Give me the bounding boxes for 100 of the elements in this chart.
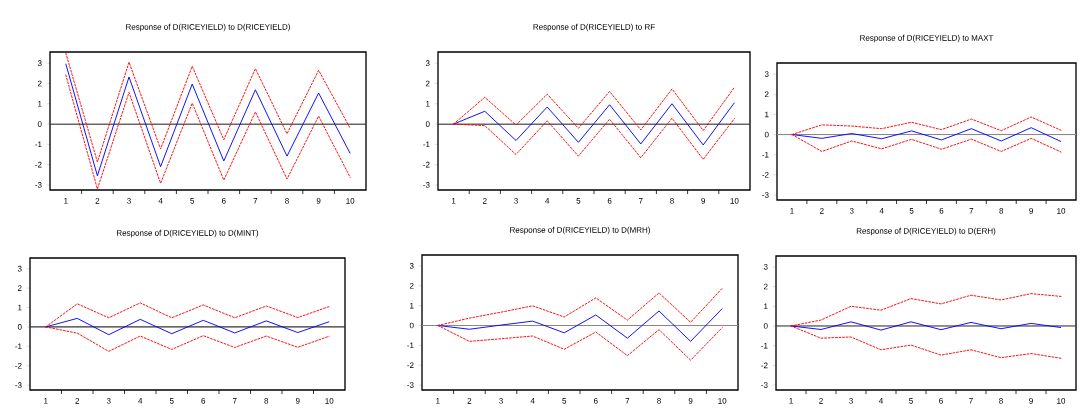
- chart-title: Response of D(RICEYIELD) to RF: [533, 23, 655, 32]
- x-tick-label: 1: [790, 208, 794, 214]
- x-tick-label: 8: [670, 198, 674, 204]
- y-tick-label: -3: [762, 192, 769, 198]
- y-tick-label: -1: [407, 342, 414, 349]
- x-tick-label: 5: [169, 398, 174, 404]
- y-tick-label: 2: [17, 285, 22, 291]
- y-tick-label: 3: [763, 264, 768, 270]
- x-tick-label: 2: [819, 398, 823, 404]
- x-tick-label: 10: [718, 398, 727, 404]
- x-tick-label: 10: [325, 398, 334, 404]
- y-tick-label: 0: [17, 324, 22, 330]
- y-tick-label: 0: [37, 121, 42, 127]
- x-tick-label: 8: [999, 208, 1004, 214]
- y-tick-label: -3: [761, 382, 768, 388]
- x-tick-label: 8: [999, 398, 1003, 404]
- y-tick-label: -3: [35, 182, 42, 188]
- x-tick-label: 4: [138, 398, 143, 404]
- y-tick-label: 2: [37, 80, 42, 87]
- x-tick-label: 7: [639, 198, 643, 204]
- x-tick-label: 9: [1029, 398, 1033, 404]
- chart-title: Response of D(RICEYIELD) to D(MRH): [510, 226, 650, 235]
- y-tick-label: -2: [407, 362, 414, 368]
- line-series: [65, 74, 351, 190]
- y-tick-label: -2: [423, 161, 430, 168]
- y-tick-label: 0: [409, 322, 414, 329]
- x-tick-label: 1: [64, 198, 68, 204]
- x-tick-label: 7: [625, 398, 630, 404]
- x-tick-label: 1: [789, 398, 793, 404]
- x-tick-label: 10: [730, 198, 739, 204]
- line-series: [791, 127, 1062, 143]
- x-tick-label: 6: [593, 398, 598, 404]
- x-tick-label: 10: [1057, 398, 1066, 404]
- y-tick-label: 3: [17, 265, 22, 272]
- y-tick-label: 0: [763, 323, 768, 329]
- x-tick-label: 5: [562, 398, 567, 404]
- x-tick-label: 3: [514, 198, 518, 204]
- x-tick-label: 9: [316, 198, 321, 204]
- y-tick-label: 1: [410, 302, 414, 309]
- x-tick-label: 6: [221, 198, 226, 204]
- y-tick-label: -2: [761, 362, 768, 369]
- y-tick-label: -1: [35, 141, 42, 148]
- y-tick-label: 3: [409, 263, 414, 269]
- x-tick-label: 4: [878, 398, 884, 404]
- x-tick-label: 9: [688, 398, 693, 404]
- x-tick-label: 9: [701, 198, 706, 204]
- x-tick-label: 6: [607, 198, 612, 204]
- y-tick-label: 3: [37, 60, 42, 67]
- y-tick-label: 1: [38, 101, 42, 107]
- chart-title: Response of D(RICEYIELD) to MAXT: [860, 34, 994, 43]
- x-tick-label: 10: [1057, 208, 1066, 214]
- x-tick-label: 8: [264, 398, 269, 404]
- x-tick-label: 2: [482, 198, 487, 204]
- chart-title: Response of D(RICEYIELD) to D(MINT): [117, 229, 259, 238]
- y-tick-label: 3: [764, 71, 769, 77]
- y-tick-label: -1: [423, 141, 430, 148]
- x-tick-label: 5: [576, 198, 581, 204]
- y-tick-label: 1: [764, 303, 768, 310]
- line-series: [65, 63, 351, 177]
- x-tick-label: 9: [295, 398, 300, 404]
- x-tick-label: 6: [939, 208, 944, 214]
- x-tick-label: 5: [190, 198, 195, 204]
- x-tick-label: 3: [849, 208, 854, 214]
- x-tick-label: 1: [436, 398, 440, 404]
- y-tick-label: -3: [407, 382, 414, 388]
- x-tick-label: 2: [467, 398, 472, 404]
- x-tick-label: 5: [909, 208, 914, 214]
- x-tick-label: 1: [451, 198, 456, 204]
- y-tick-label: 3: [425, 60, 430, 67]
- y-tick-label: -3: [15, 382, 22, 388]
- x-tick-label: 7: [232, 398, 237, 404]
- x-tick-label: 7: [969, 398, 973, 404]
- y-tick-label: -3: [423, 182, 430, 188]
- y-tick-label: 2: [425, 80, 430, 87]
- x-tick-label: 7: [969, 208, 974, 214]
- x-tick-label: 8: [657, 398, 661, 404]
- chart-title: Response of D(RICEYIELD) to D(RICEYIELD): [126, 23, 290, 32]
- y-tick-label: -1: [761, 342, 768, 349]
- y-tick-label: -2: [35, 161, 42, 168]
- y-tick-label: -2: [15, 362, 22, 369]
- x-tick-label: 5: [909, 398, 913, 404]
- line-series: [65, 52, 351, 163]
- y-tick-label: -2: [762, 172, 769, 178]
- x-tick-label: 8: [285, 198, 289, 204]
- y-tick-label: 1: [765, 111, 769, 118]
- y-tick-label: -1: [15, 343, 22, 350]
- x-tick-label: 2: [75, 398, 80, 404]
- y-tick-label: 2: [409, 282, 414, 289]
- x-tick-label: 7: [253, 198, 258, 204]
- x-tick-label: 3: [849, 398, 853, 404]
- y-tick-label: 1: [426, 101, 430, 107]
- line-series: [453, 102, 735, 146]
- x-tick-label: 4: [158, 198, 163, 204]
- x-tick-label: 9: [1029, 208, 1034, 214]
- x-tick-label: 3: [127, 198, 131, 204]
- y-tick-label: 1: [18, 304, 22, 311]
- x-tick-label: 3: [106, 398, 111, 404]
- x-tick-label: 4: [545, 198, 550, 204]
- line-series: [45, 317, 330, 336]
- y-tick-label: 0: [764, 131, 769, 138]
